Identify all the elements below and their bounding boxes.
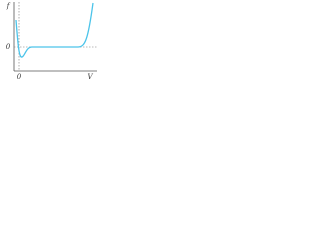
y-level-label: 0: [6, 43, 11, 51]
x-label: V: [87, 73, 93, 81]
y-label: f: [6, 2, 11, 10]
curve: [15, 2, 94, 58]
x-origin-label: 0: [17, 73, 22, 81]
plot: f V 0 0: [6, 2, 97, 81]
